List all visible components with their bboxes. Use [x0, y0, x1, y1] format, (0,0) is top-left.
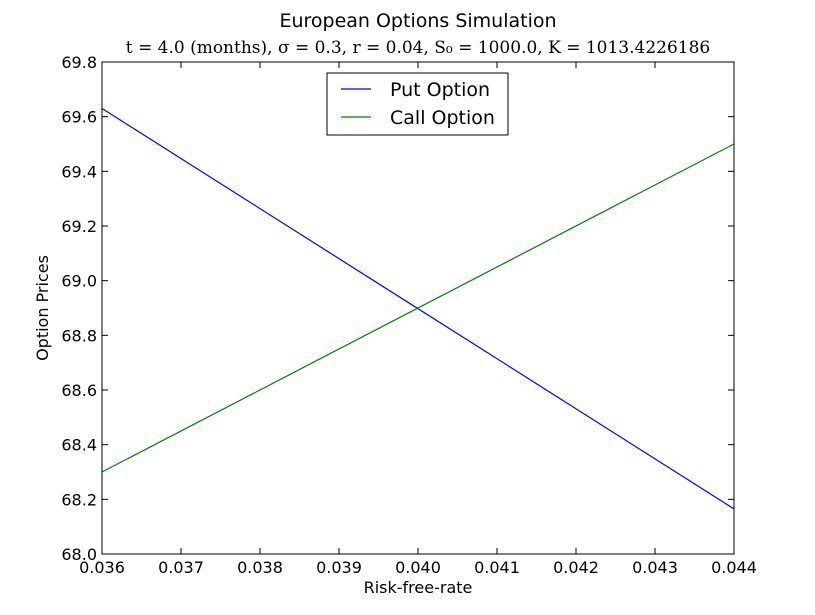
y-axis-label: Option Prices: [33, 255, 52, 361]
legend-box: [326, 72, 509, 136]
y-tick-label: 68.4: [61, 436, 97, 455]
y-tick-label: 68.0: [61, 545, 97, 564]
tick-layer: 0.036 0.037 0.038 0.039 0.040 0.041 0.042 0.043…: [61, 53, 757, 577]
y-tick-label: 69.0: [61, 272, 97, 291]
x-tick-label: 0.040: [395, 558, 441, 577]
legend-label-2: Call Option: [390, 107, 495, 129]
series-line-1: [101, 107, 735, 510]
series-line-2: [101, 143, 735, 473]
legend-label-1: Put Option: [390, 79, 490, 101]
x-tick-label: 0.039: [316, 558, 362, 577]
y-tick-label: 69.8: [61, 53, 97, 72]
x-tick-label: 0.036: [79, 558, 125, 577]
y-tick-label: 69.2: [61, 217, 97, 236]
x-tick-label: 0.042: [553, 558, 599, 577]
chart-title: European Options Simulation: [279, 10, 556, 32]
x-tick-label: 0.043: [632, 558, 678, 577]
y-tick-label: 69.6: [61, 108, 97, 127]
x-tick-label: 0.041: [474, 558, 520, 577]
y-tick-label: 68.6: [61, 381, 97, 400]
x-axis-label: Risk-free-rate: [364, 578, 473, 597]
legend: Put Option Call Option: [326, 72, 509, 136]
y-tick-label: 69.4: [61, 162, 97, 181]
series-layer: [101, 107, 735, 510]
chart-subtitle: t = 4.0 (months), σ = 0.3, r = 0.04, S₀ …: [126, 38, 710, 58]
y-tick-label: 68.2: [61, 490, 97, 509]
plot-area: [101, 61, 735, 555]
x-tick-label: 0.037: [158, 558, 204, 577]
x-tick-label: 0.038: [237, 558, 283, 577]
x-tick-label: 0.044: [711, 558, 757, 577]
y-tick-label: 68.8: [61, 326, 97, 345]
